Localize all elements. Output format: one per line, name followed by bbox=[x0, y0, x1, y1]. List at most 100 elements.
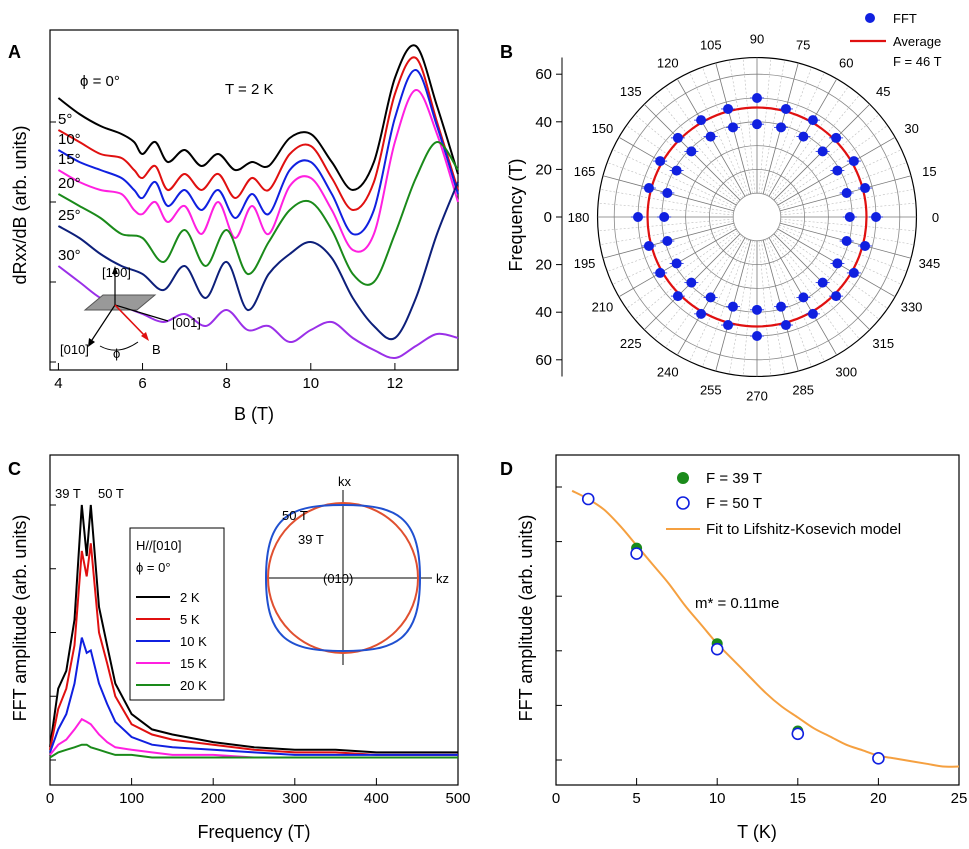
x-tick-label: 100 bbox=[119, 790, 144, 807]
grid-spoke bbox=[702, 67, 750, 195]
arrow-head-100 bbox=[112, 266, 118, 274]
fft-point bbox=[780, 320, 791, 331]
grid-spoke bbox=[778, 149, 902, 208]
legend-label: 5 K bbox=[180, 612, 200, 627]
fft-point bbox=[696, 115, 707, 126]
grid-spoke bbox=[780, 202, 916, 216]
fft-point bbox=[686, 277, 697, 288]
polar-radial-axis: 0 20 20 40 40 60 60 bbox=[535, 57, 563, 377]
curve-label: 20° bbox=[58, 175, 81, 192]
axis-010 bbox=[89, 304, 116, 344]
panel-a-letter: A bbox=[8, 42, 21, 62]
x-tick-label: 20 bbox=[870, 790, 887, 807]
orbit-39t bbox=[267, 502, 419, 654]
fft-point bbox=[671, 258, 682, 269]
peak-label-50: 50 T bbox=[98, 486, 124, 501]
field-vector bbox=[114, 304, 147, 338]
average-circle bbox=[646, 106, 868, 328]
fft-point bbox=[696, 308, 707, 319]
grid-spoke bbox=[770, 236, 849, 348]
panel-b-letter: B bbox=[500, 42, 513, 62]
orbit-50t-label: 50 T bbox=[282, 508, 308, 523]
fft-point bbox=[633, 212, 643, 222]
label-b: B bbox=[152, 342, 161, 357]
legend-50t-label: F = 50 T bbox=[706, 495, 762, 512]
fft-point bbox=[727, 301, 738, 312]
radial-tick-label: 60 bbox=[535, 66, 552, 83]
grid-spoke bbox=[776, 230, 888, 309]
grid-spoke bbox=[729, 240, 754, 375]
x-tick-label: 10 bbox=[709, 790, 726, 807]
angle-tick-label: 135 bbox=[620, 84, 642, 99]
legend-title-field: H//[010] bbox=[136, 538, 182, 553]
x-tick-label: 5 bbox=[632, 790, 640, 807]
legend-50t-marker bbox=[676, 496, 690, 510]
fft-point bbox=[672, 291, 683, 302]
angle-tick-label: 300 bbox=[835, 365, 857, 380]
panel-b-legend: FFT Average F = 46 T bbox=[850, 11, 942, 69]
effective-mass-label: m* = 0.11me bbox=[695, 595, 779, 612]
grid-spoke bbox=[775, 232, 880, 320]
fft-point bbox=[807, 115, 818, 126]
fft-point bbox=[659, 212, 670, 222]
panel-d-points bbox=[581, 492, 885, 765]
x-tick-label: 4 bbox=[54, 375, 62, 392]
fft-point bbox=[841, 187, 852, 198]
angle-tick-label: 255 bbox=[700, 382, 722, 397]
orientation-inset: [100] [001] [010] ϕ B bbox=[60, 265, 201, 361]
label-010: [010] bbox=[60, 342, 89, 357]
fft-point bbox=[752, 304, 762, 315]
x-tick-label: 15 bbox=[789, 790, 806, 807]
fft-point bbox=[780, 103, 791, 114]
angle-tick-label: 30 bbox=[904, 121, 918, 136]
grid-spoke bbox=[626, 230, 738, 309]
point-F = 50 T bbox=[872, 752, 885, 765]
grid-spoke bbox=[634, 232, 739, 320]
grid-spoke bbox=[689, 238, 748, 362]
grid-spoke bbox=[776, 125, 888, 204]
grid-spoke bbox=[665, 86, 744, 198]
fft-point bbox=[662, 187, 673, 198]
angle-tick-label: 60 bbox=[839, 55, 853, 70]
fft-point bbox=[848, 156, 859, 167]
panel-a-y-axis-label: dRxx/dB (arb. units) bbox=[10, 125, 30, 284]
panel-a-x-axis-label: B (T) bbox=[234, 404, 274, 424]
grid-spoke bbox=[626, 125, 738, 204]
angle-tick-label: 240 bbox=[657, 365, 679, 380]
fft-point bbox=[655, 267, 666, 278]
grid-spoke bbox=[598, 218, 734, 232]
panel-b-y-axis-label: Frequency (T) bbox=[506, 158, 526, 271]
x-tick-label: 10 bbox=[302, 375, 319, 392]
grid-spoke bbox=[742, 58, 756, 194]
point-F = 50 T bbox=[791, 727, 805, 741]
fft-point bbox=[752, 331, 762, 341]
curve-label: 30° bbox=[58, 247, 81, 264]
fft-point bbox=[832, 258, 843, 269]
fft-point bbox=[752, 93, 762, 103]
radial-tick-label: 20 bbox=[535, 161, 552, 178]
panel-a-curve-labels: ϕ = 0° 5° 10° 15° 20° 25° 30° bbox=[58, 73, 120, 264]
panel-c-legend: H//[010] ϕ = 0° 2 K 5 K 10 K 15 K 20 K bbox=[129, 527, 225, 701]
angle-tick-label: 120 bbox=[657, 55, 679, 70]
curve-label: 25° bbox=[58, 207, 81, 224]
curve-label: 15° bbox=[58, 151, 81, 168]
fft-point bbox=[671, 165, 682, 176]
fft-point bbox=[841, 236, 852, 247]
legend-average-label: Average bbox=[893, 34, 941, 49]
axis-001 bbox=[114, 304, 169, 322]
spectrum-2 K bbox=[49, 504, 458, 754]
curve-15° bbox=[57, 89, 459, 253]
angle-tick-label: 75 bbox=[796, 38, 810, 53]
angle-tick-label: 165 bbox=[574, 164, 596, 179]
grid-spoke bbox=[779, 224, 907, 272]
angle-tick-label: 270 bbox=[746, 389, 768, 404]
panel-c-y-axis-label: FFT amplitude (arb. units) bbox=[10, 515, 30, 722]
angle-tick-label: 210 bbox=[592, 299, 614, 314]
x-tick-label: 200 bbox=[201, 790, 226, 807]
grid-spoke bbox=[775, 114, 880, 202]
curve-label: 5° bbox=[58, 111, 72, 128]
panel-d-x-axis-label: T (K) bbox=[737, 822, 777, 842]
grid-spoke bbox=[778, 226, 902, 285]
fft-point bbox=[723, 103, 734, 114]
